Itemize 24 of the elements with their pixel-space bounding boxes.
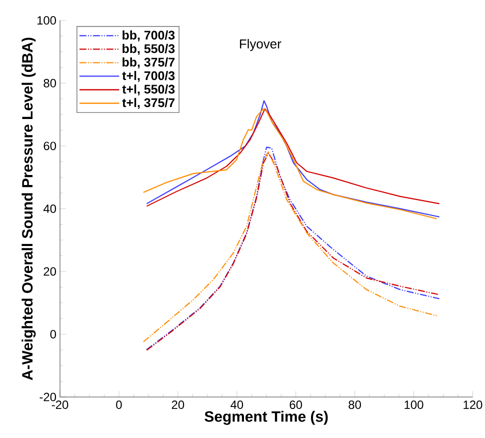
x-tick-label: 100	[404, 400, 424, 409]
legend-label: t+l, 375/7	[122, 98, 175, 109]
x-tick-label: 60	[290, 400, 302, 409]
x-axis-title: Segment Time (s)	[204, 410, 328, 425]
y-tick-label: 60	[44, 142, 56, 150]
legend-label: bb, 700/3	[122, 30, 175, 42]
y-tick-label: -20	[40, 392, 56, 402]
x-tick-label: -20	[52, 400, 68, 409]
x-tick-label: 20	[172, 400, 184, 409]
x-tick-label: 0	[116, 400, 122, 409]
legend-label: bb, 550/3	[122, 44, 175, 55]
annotation: Flyover	[240, 38, 282, 52]
y-tick-label: 100	[37, 16, 56, 25]
y-axis-title: A-Weighted Overall Sound Pressure Level (dBA)	[22, 38, 36, 380]
y-tick-label: 0	[50, 330, 56, 338]
x-tick-label: 40	[230, 400, 244, 409]
x-tick-label: 120	[464, 400, 482, 409]
legend-label: t+l, 700/3	[122, 70, 175, 82]
legend-label: bb, 375/7	[122, 57, 175, 68]
legend-label: t+l, 550/3	[122, 84, 175, 96]
y-tick-label: 40	[43, 204, 56, 213]
y-tick-label: 20	[44, 267, 56, 276]
x-tick-label: 80	[348, 400, 361, 409]
y-tick-label: 80	[44, 78, 56, 88]
